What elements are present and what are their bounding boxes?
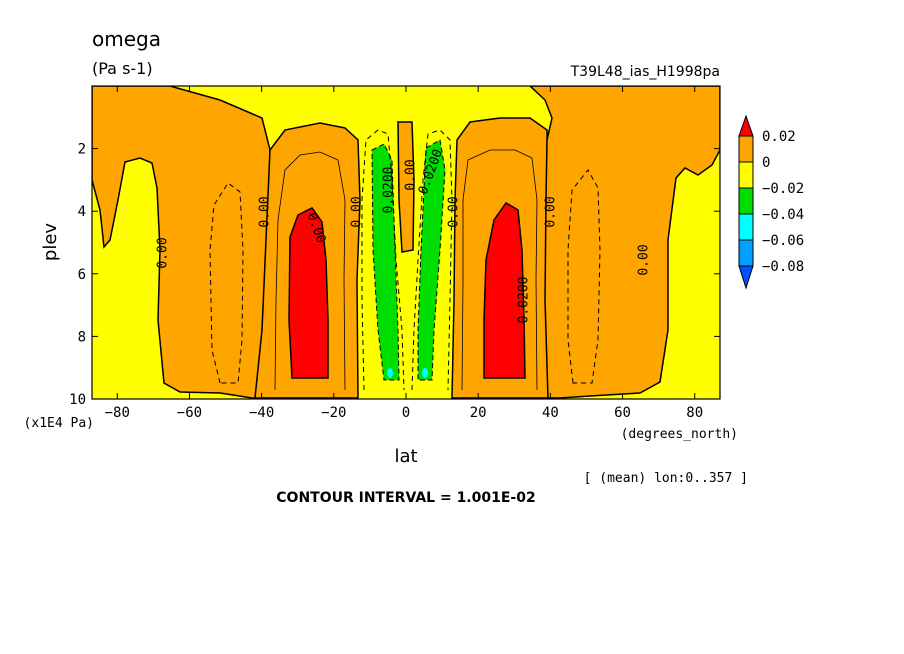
- colorbar-segment: [738, 213, 754, 241]
- cyan-spot-left: [387, 368, 393, 378]
- positive-region-south-pole: [528, 86, 720, 399]
- x-units-label: (degrees_north): [621, 427, 738, 442]
- x-tick-label: −60: [177, 405, 202, 421]
- x-axis-title: lat: [394, 446, 417, 467]
- dashed-contour-eq-right: [411, 129, 453, 391]
- colorbar-arrow-top: [738, 114, 754, 137]
- contour-label: 0.00: [447, 196, 462, 227]
- positive-region-north-pole: [92, 86, 271, 399]
- contour-label: 0.00: [350, 196, 365, 227]
- y-axis-title: plev: [40, 223, 61, 262]
- x-tick-label: −80: [105, 405, 130, 421]
- contour-label: 0.0200: [382, 167, 397, 214]
- positive-core-nh: [483, 202, 526, 379]
- x-tick-label: −20: [321, 405, 346, 421]
- contour-label: 0.00: [258, 196, 273, 227]
- colorbar-label: 0: [762, 155, 770, 171]
- colorbar-segment: [738, 135, 754, 163]
- y-units-label: (x1E4 Pa): [24, 416, 94, 431]
- dashed-contour-sh-polar: [209, 182, 244, 384]
- y-tick-label: 6: [78, 267, 86, 283]
- negative-region-right: [417, 139, 446, 381]
- chart-units: (Pa s-1): [92, 59, 153, 78]
- positive-core-sh: [288, 207, 329, 379]
- colorbar-segment: [738, 161, 754, 189]
- dashed-contour-eq-left: [361, 129, 405, 391]
- experiment-label: T39L48_ias_H1998pa: [570, 64, 720, 80]
- x-tick-label: 20: [470, 405, 487, 421]
- x-tick-label: 80: [686, 405, 703, 421]
- x-tick-label: 60: [614, 405, 631, 421]
- positive-region-equator: [397, 121, 415, 253]
- x-tick-label: 0: [402, 405, 410, 421]
- contour-interval-label: CONTOUR INTERVAL = 1.001E-02: [276, 490, 535, 506]
- y-tick-label: 10: [69, 392, 86, 408]
- contour-label: 0.0200: [517, 277, 532, 324]
- cyan-spot-right: [422, 368, 428, 378]
- dashed-contour-nh-polar: [567, 169, 601, 384]
- y-tick-label: 8: [78, 329, 86, 345]
- colorbar-label: −0.08: [762, 259, 804, 275]
- plot-area: [92, 86, 720, 399]
- thin-contour-nh: [461, 149, 538, 391]
- colorbar: 0.02 0 −0.02 −0.04 −0.06 −0.08: [738, 114, 804, 290]
- colorbar-label: 0.02: [762, 129, 796, 145]
- chart-title: omega: [92, 27, 161, 51]
- contour-label: 0.00: [544, 196, 559, 227]
- y-tick-label: 2: [78, 142, 86, 158]
- y-axis: 2 4 6 8 10: [69, 142, 720, 408]
- thin-contour-sh: [274, 151, 346, 391]
- contour-label: 0.00: [404, 159, 419, 190]
- colorbar-segment: [738, 187, 754, 215]
- contour-label: 0.00: [637, 244, 652, 275]
- negative-region-left: [371, 143, 400, 381]
- colorbar-label: −0.02: [762, 181, 804, 197]
- mean-note: [ (mean) lon:0..357 ]: [584, 471, 748, 486]
- colorbar-arrow-bottom: [738, 265, 754, 290]
- x-axis: −80 −60 −40 −20 0 20 40 60 80: [105, 86, 703, 421]
- y-tick-label: 4: [78, 204, 86, 220]
- colorbar-label: −0.06: [762, 233, 804, 249]
- x-tick-label: −40: [249, 405, 274, 421]
- colorbar-label: −0.04: [762, 207, 804, 223]
- contour-label: 0.00: [156, 237, 171, 268]
- x-tick-label: 40: [542, 405, 559, 421]
- colorbar-segment: [738, 239, 754, 267]
